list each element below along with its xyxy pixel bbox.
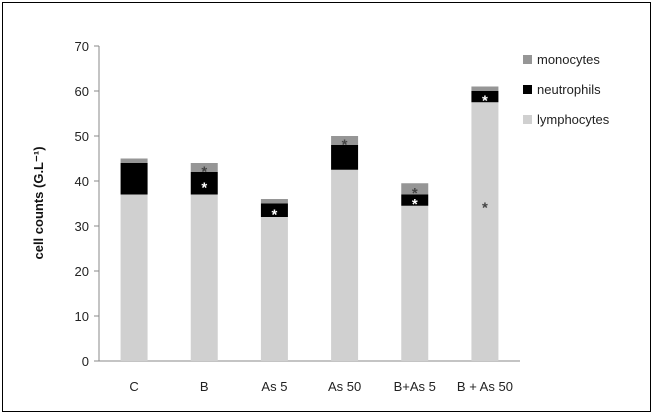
y-tick-label: 40 [75,174,89,189]
bar-segment-lymphocytes [120,194,148,361]
significance-star: * [412,185,418,202]
x-tick-label: B+As 5 [394,379,436,394]
bar-segment-lymphocytes [331,169,359,361]
bar-segment-neutrophils [471,91,499,103]
y-ticks: 0 10 20 30 40 50 60 70 [75,39,99,369]
x-tick-label: C [129,379,138,394]
stacked-bar-chart: 0 10 20 30 40 50 60 70 C B As 5 As 50 B+As 5 B + As … [31,39,610,394]
bars [120,86,499,361]
y-axis-label: cell counts (G.L⁻¹) [31,146,46,259]
y-tick-label: 30 [75,219,89,234]
y-tick-label: 20 [75,264,89,279]
bar-segment-monocytes [401,183,429,195]
bar-segment-monocytes [120,158,148,163]
bar-segment-monocytes [190,163,218,172]
bar-segment-lymphocytes [190,194,218,361]
significance-star: * [271,206,277,223]
legend-label-lymphocytes: lymphocytes [537,112,610,127]
bar-segment-monocytes [471,86,499,91]
chart-figure: 0 10 20 30 40 50 60 70 C B As 5 As 50 B+As 5 B + As … [2,2,651,412]
bar-segment-monocytes [331,136,359,145]
y-tick-label: 0 [82,354,89,369]
x-tick-label: As 50 [328,379,361,394]
significance-star: * [482,200,488,217]
legend-swatch-neutrophils [523,85,532,94]
x-ticks: C B As 5 As 50 B+As 5 B + As 50 [129,379,513,394]
x-tick-label: As 5 [261,379,287,394]
significance-star: * [482,93,488,110]
x-tick-label: B [200,379,209,394]
legend-swatch-lymphocytes [523,115,532,124]
significance-star: * [201,164,207,181]
legend-swatch-monocytes [523,55,532,64]
y-tick-label: 10 [75,309,89,324]
legend: monocytes neutrophils lymphocytes [523,52,610,127]
bar-segment-neutrophils [331,145,359,170]
legend-label-monocytes: monocytes [537,52,600,67]
bar-segment-neutrophils [401,194,429,206]
y-tick-label: 70 [75,39,89,54]
bar-segment-neutrophils [260,203,288,217]
bar-segment-lymphocytes [260,217,288,361]
y-tick-label: 60 [75,84,89,99]
bar-segment-lymphocytes [471,102,499,361]
significance-star: * [412,196,418,213]
x-tick-label: B + As 50 [457,379,513,394]
legend-label-neutrophils: neutrophils [537,82,601,97]
significance-markers: ******** [201,93,488,224]
bar-segment-lymphocytes [401,205,429,361]
y-tick-label: 50 [75,129,89,144]
axes [98,46,520,362]
bar-segment-neutrophils [190,172,218,195]
bar-segment-monocytes [260,199,288,204]
significance-star: * [201,179,207,196]
significance-star: * [342,137,348,154]
bar-segment-neutrophils [120,163,148,195]
